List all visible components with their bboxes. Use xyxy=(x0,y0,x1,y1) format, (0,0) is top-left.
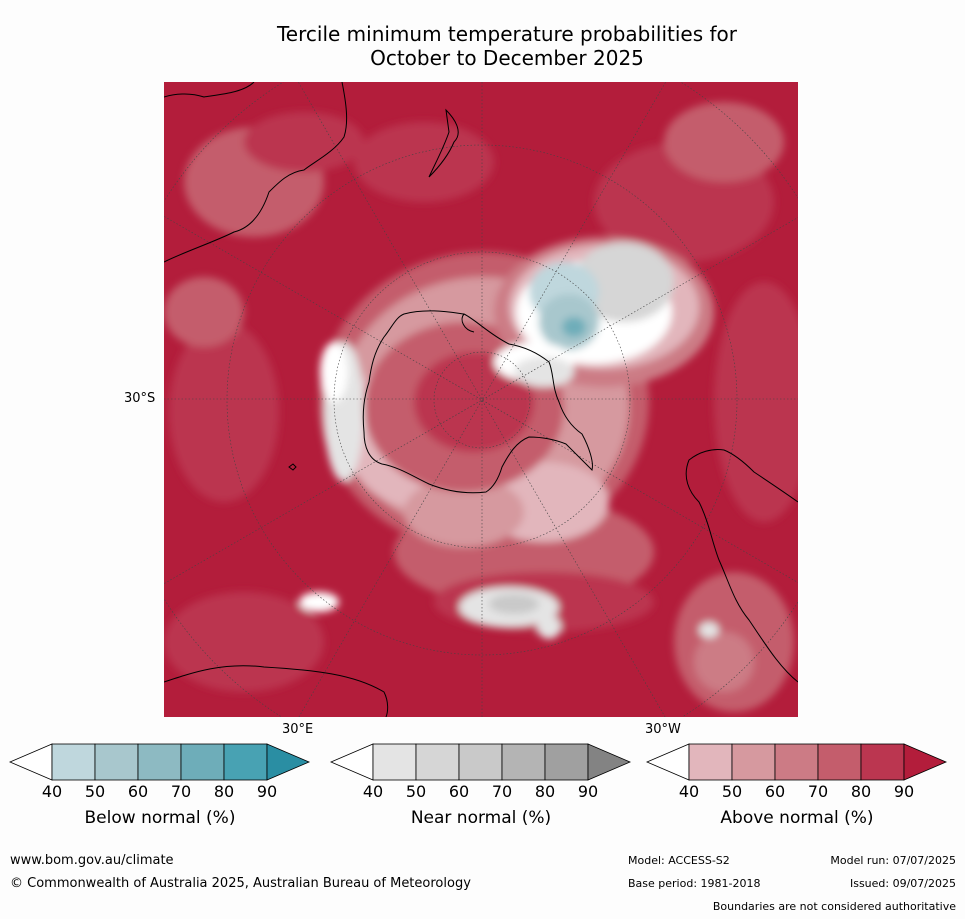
colorbar-near-segment xyxy=(372,743,417,781)
colorbar-below-segment xyxy=(51,743,96,781)
colorbar-below-min-extension xyxy=(8,743,53,781)
model-run-text: Model run: 07/07/2025 xyxy=(830,854,956,867)
colorbar-near-tick-label: 90 xyxy=(577,782,599,801)
colorbar-below-segment xyxy=(223,743,268,781)
colorbar-above-svg xyxy=(645,743,948,781)
base-period-text: Base period: 1981-2018 xyxy=(628,877,761,890)
colorbar-above-segment xyxy=(774,743,819,781)
colorbar-label-near: Near normal (%) xyxy=(410,808,552,828)
title-line-2: October to December 2025 xyxy=(370,46,644,70)
coastlines xyxy=(164,82,798,717)
colorbar-above-segment xyxy=(688,743,733,781)
colorbar-below-segment xyxy=(94,743,139,781)
colorbar-above-segment xyxy=(860,743,905,781)
colorbar-above-tick-label: 50 xyxy=(721,782,743,801)
colorbar-label-above: Above normal (%) xyxy=(720,808,874,828)
colorbar-near-segment xyxy=(415,743,460,781)
colorbar-above-segment xyxy=(817,743,862,781)
longitude-label-east: 30°E xyxy=(282,722,314,737)
colorbar-near-segment xyxy=(458,743,503,781)
colorbar-above-tick-label: 70 xyxy=(807,782,829,801)
colorbar-near-max-extension xyxy=(587,743,632,781)
colorbar-near-tick-label: 40 xyxy=(362,782,384,801)
colorbar-near-min-extension xyxy=(329,743,374,781)
colorbar-above-segment xyxy=(731,743,776,781)
colorbar-below-tick-label: 60 xyxy=(127,782,149,801)
issued-text: Issued: 09/07/2025 xyxy=(849,877,956,890)
title-line-1: Tercile minimum temperature probabilitie… xyxy=(276,22,738,46)
copyright-text: © Commonwealth of Australia 2025, Austra… xyxy=(10,876,471,891)
colorbar-near-tick-label: 60 xyxy=(448,782,470,801)
disclaimer-text: Boundaries are not considered authoritat… xyxy=(712,900,956,913)
longitude-label-west: 30°W xyxy=(645,722,681,737)
colorbar-below-max-extension xyxy=(266,743,311,781)
colorbar-above-tick-label: 90 xyxy=(893,782,915,801)
colorbar-near-segment xyxy=(544,743,589,781)
colorbar-above-tick-label: 80 xyxy=(850,782,872,801)
colorbar-below-svg xyxy=(8,743,311,781)
colorbar-above-max-extension xyxy=(903,743,948,781)
probability-patches xyxy=(164,102,798,712)
colorbar-below-segment xyxy=(180,743,225,781)
colorbar-above-tick-label: 60 xyxy=(764,782,786,801)
colorbar-near-normal xyxy=(329,743,632,781)
colorbar-near-svg xyxy=(329,743,632,781)
colorbar-below-tick-label: 80 xyxy=(213,782,235,801)
website-link[interactable]: www.bom.gov.au/climate xyxy=(10,853,174,868)
colorbar-above-normal xyxy=(645,743,948,781)
colorbar-below-tick-label: 50 xyxy=(84,782,106,801)
map-svg xyxy=(164,82,798,717)
latitude-label: 30°S xyxy=(124,391,156,406)
colorbar-near-segment xyxy=(501,743,546,781)
colorbar-near-tick-label: 80 xyxy=(534,782,556,801)
colorbar-above-tick-label: 40 xyxy=(678,782,700,801)
colorbar-near-tick-label: 50 xyxy=(405,782,427,801)
colorbar-label-below: Below normal (%) xyxy=(84,808,236,828)
map-title: Tercile minimum temperature probabilitie… xyxy=(166,22,848,70)
graticule xyxy=(164,82,798,717)
colorbar-below-tick-label: 40 xyxy=(41,782,63,801)
colorbar-below-normal xyxy=(8,743,311,781)
model-text: Model: ACCESS-S2 xyxy=(628,854,730,867)
colorbar-near-tick-label: 70 xyxy=(491,782,513,801)
colorbar-above-min-extension xyxy=(645,743,690,781)
colorbar-below-segment xyxy=(137,743,182,781)
colorbar-below-tick-label: 70 xyxy=(170,782,192,801)
colorbar-below-tick-label: 90 xyxy=(256,782,278,801)
probability-map xyxy=(164,82,798,717)
